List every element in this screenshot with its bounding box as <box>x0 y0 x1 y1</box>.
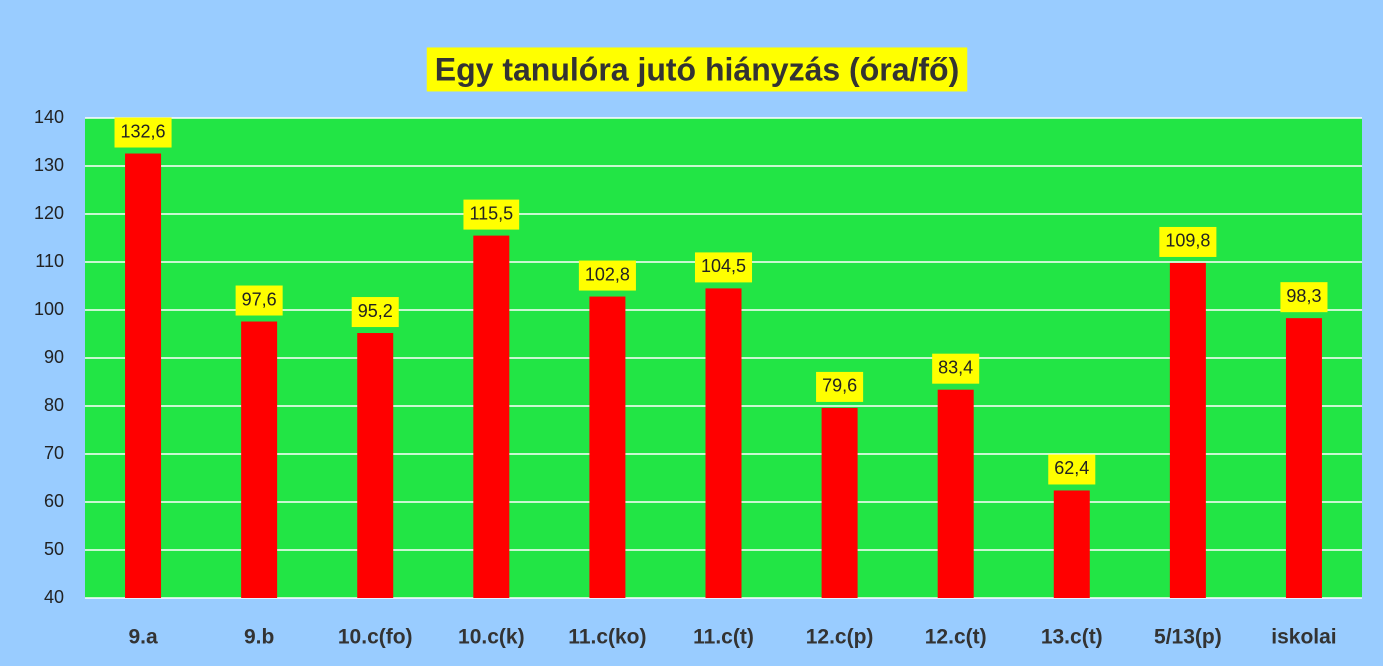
y-tick-label: 130 <box>34 155 64 175</box>
data-label-box <box>816 371 864 402</box>
bar <box>473 235 510 598</box>
data-label: 98,3 <box>1286 286 1321 306</box>
y-tick-label: 120 <box>34 203 64 223</box>
x-tick-label: 12.c(p) <box>806 626 874 649</box>
data-label: 83,4 <box>938 357 973 377</box>
y-tick-label: 60 <box>44 491 64 511</box>
data-label: 95,2 <box>358 301 393 321</box>
y-tick-label: 50 <box>44 539 64 559</box>
data-label-box <box>235 285 283 316</box>
data-label: 97,6 <box>242 289 277 309</box>
data-label: 109,8 <box>1165 231 1210 251</box>
data-label-box <box>114 117 172 148</box>
y-tick-label: 40 <box>44 587 64 607</box>
y-tick-label: 110 <box>35 251 64 271</box>
x-tick-label: 10.c(k) <box>458 626 525 649</box>
chart-title: Egy tanulóra jutó hiányzás (óra/fő) <box>435 51 960 87</box>
bar <box>1053 490 1090 598</box>
y-tick-label: 100 <box>34 299 64 319</box>
bar <box>705 288 742 598</box>
bar <box>125 153 162 598</box>
bar <box>1285 318 1322 598</box>
x-tick-label: 12.c(t) <box>925 626 987 649</box>
title-box <box>426 47 968 92</box>
data-label: 132,6 <box>121 121 166 141</box>
data-label-box <box>1280 282 1328 313</box>
bar <box>589 296 626 598</box>
y-tick-label: 70 <box>44 443 64 463</box>
data-label: 62,4 <box>1054 458 1089 478</box>
data-label-box <box>1159 226 1217 257</box>
data-label: 104,5 <box>701 256 746 276</box>
x-tick-label: 11.c(ko) <box>568 626 646 649</box>
data-label: 115,5 <box>469 203 513 223</box>
x-tick-label: 5/13(p) <box>1154 626 1222 649</box>
bar <box>241 321 278 598</box>
data-label: 79,6 <box>822 376 857 396</box>
data-label: 102,8 <box>585 264 630 284</box>
y-tick-label: 90 <box>44 347 64 367</box>
data-label-box <box>1048 454 1096 485</box>
x-tick-label: 11.c(t) <box>693 626 754 649</box>
bar <box>821 407 858 598</box>
y-tick-label: 80 <box>44 395 64 415</box>
data-label-box <box>463 199 520 230</box>
bar <box>1169 262 1206 598</box>
x-tick-label: 9.a <box>128 626 158 649</box>
x-tick-label: 13.c(t) <box>1041 626 1103 649</box>
x-tick-label: 9.b <box>244 626 274 649</box>
data-label-box <box>351 297 399 328</box>
x-tick-label: iskolai <box>1271 626 1336 649</box>
data-label-box <box>932 353 980 384</box>
data-label-box <box>578 260 636 291</box>
y-tick-label: 140 <box>34 107 64 127</box>
bar <box>357 333 394 598</box>
data-label-box <box>694 252 753 283</box>
x-tick-label: 10.c(fo) <box>338 626 413 649</box>
bar <box>937 389 974 598</box>
